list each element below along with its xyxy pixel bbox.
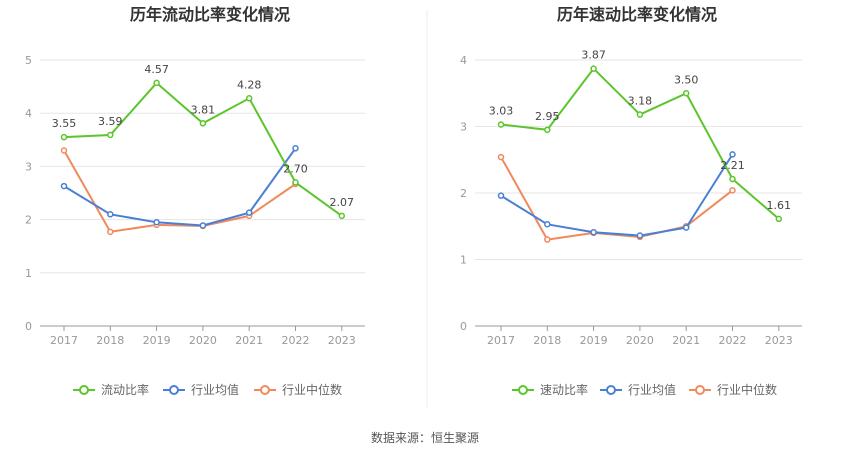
- x-tick-label: 2023: [328, 334, 356, 347]
- data-point: [60, 182, 68, 190]
- y-tick-label: 2: [460, 187, 467, 200]
- data-label: 3.87: [581, 49, 606, 62]
- legend-marker: [518, 385, 528, 395]
- x-tick-label: 2019: [143, 334, 171, 347]
- data-point: [682, 90, 690, 97]
- x-tick-label: 2018: [96, 334, 124, 347]
- data-point: [729, 151, 736, 158]
- data-point: [729, 175, 736, 183]
- legend-marker: [695, 385, 705, 395]
- data-point: [497, 192, 505, 199]
- data-label: 3.03: [489, 105, 514, 118]
- y-tick-label: 3: [25, 160, 32, 173]
- data-point: [107, 228, 114, 236]
- data-point: [544, 126, 551, 134]
- data-point: [60, 133, 68, 141]
- legend-label: 流动比率: [101, 382, 149, 397]
- data-source-note: 数据来源：恒生聚源: [371, 430, 479, 445]
- x-tick-label: 2020: [626, 334, 654, 347]
- y-tick-label: 0: [460, 320, 467, 333]
- data-point: [775, 215, 783, 223]
- x-tick-label: 2021: [235, 334, 263, 347]
- legend-label: 速动比率: [540, 382, 588, 397]
- data-point: [497, 153, 505, 161]
- x-tick-label: 2022: [719, 334, 747, 347]
- data-point: [292, 145, 299, 152]
- data-label: 2.07: [330, 196, 355, 209]
- data-point: [60, 147, 68, 154]
- data-label: 2.70: [283, 162, 308, 175]
- series-line: [500, 156, 734, 241]
- data-point: [544, 236, 551, 243]
- quick-ratio-chart: 历年速动比率变化情况 0 1 2 3 4 2017 2018 2019 2020 2021 2022 2…: [460, 5, 802, 397]
- chart-title: 历年速动比率变化情况: [557, 5, 717, 24]
- y-tick-label: 4: [460, 54, 467, 67]
- y-tick-label: 2: [25, 214, 32, 227]
- legend-item[interactable]: 行业中位数: [689, 382, 777, 397]
- legend-marker: [79, 385, 89, 395]
- data-point: [497, 121, 505, 128]
- legend-marker: [260, 385, 270, 395]
- data-point: [292, 179, 299, 186]
- data-point: [245, 95, 253, 102]
- chart-title: 历年流动比率变化情况: [130, 5, 290, 24]
- x-tick-label: 2021: [672, 334, 700, 347]
- x-tick-label: 2023: [765, 334, 793, 347]
- data-point: [590, 228, 597, 236]
- data-point: [153, 79, 160, 87]
- x-tick-label: 2018: [533, 334, 561, 347]
- legend-item[interactable]: 行业均值: [600, 382, 676, 397]
- legend-item[interactable]: 行业中位数: [254, 382, 342, 397]
- data-point: [153, 219, 160, 226]
- data-point: [590, 65, 597, 72]
- data-label: 4.57: [144, 63, 169, 76]
- y-tick-label: 3: [460, 121, 467, 134]
- y-tick-label: 0: [25, 320, 32, 333]
- data-label: 2.21: [720, 159, 745, 172]
- legend-label: 行业均值: [628, 382, 676, 397]
- data-point: [245, 209, 253, 216]
- data-label: 2.95: [535, 110, 560, 123]
- series-line: [63, 147, 297, 227]
- data-point: [544, 221, 551, 228]
- x-tick-label: 2017: [487, 334, 515, 347]
- series-line: [63, 149, 297, 233]
- y-tick-label: 1: [25, 267, 32, 280]
- legend-label: 行业中位数: [282, 382, 342, 397]
- series-line: [500, 153, 734, 237]
- data-point: [199, 120, 207, 127]
- y-tick-label: 1: [460, 254, 467, 267]
- x-tick-label: 2017: [50, 334, 78, 347]
- legend-marker: [169, 385, 179, 395]
- x-tick-label: 2020: [189, 334, 217, 347]
- legend-label: 行业中位数: [717, 382, 777, 397]
- data-point: [636, 232, 644, 239]
- data-label: 4.28: [237, 78, 262, 91]
- series-line: [500, 67, 780, 220]
- legend-item[interactable]: 行业均值: [163, 382, 239, 397]
- data-point: [199, 222, 207, 229]
- data-point: [107, 131, 114, 139]
- legend-item[interactable]: 流动比率: [73, 382, 149, 397]
- current-ratio-chart: 历年流动比率变化情况 0 1 2 3 4 5 2017 2018 2019 2020 2021 2022…: [25, 5, 365, 397]
- data-point: [729, 187, 736, 194]
- data-label: 3.50: [674, 73, 699, 86]
- data-label: 3.55: [52, 117, 77, 130]
- x-tick-label: 2022: [282, 334, 310, 347]
- data-label: 1.61: [767, 199, 792, 212]
- data-label: 3.59: [98, 115, 123, 128]
- data-point: [338, 212, 346, 220]
- legend-marker: [606, 385, 616, 395]
- data-point: [636, 111, 644, 118]
- y-tick-label: 4: [25, 107, 32, 120]
- legend-item[interactable]: 速动比率: [512, 382, 588, 397]
- data-label: 3.81: [191, 103, 216, 116]
- data-point: [682, 224, 690, 231]
- x-tick-label: 2019: [580, 334, 608, 347]
- legend-label: 行业均值: [191, 382, 239, 397]
- data-point: [107, 211, 114, 218]
- data-label: 3.18: [628, 95, 653, 108]
- y-tick-label: 5: [25, 54, 32, 67]
